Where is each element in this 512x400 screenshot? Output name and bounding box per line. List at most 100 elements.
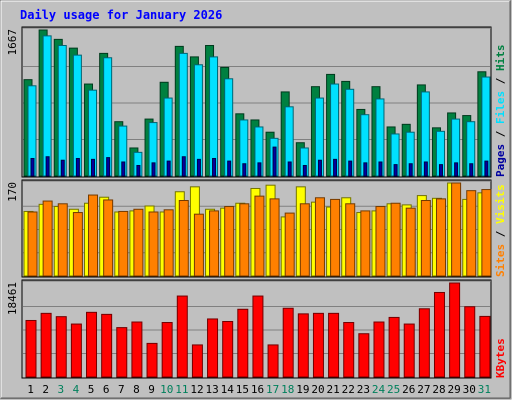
bar-sites-21 (330, 198, 341, 277)
bar-pages-22 (348, 160, 353, 177)
bar-kbytes-5 (86, 311, 98, 378)
bar-pages-19 (302, 164, 307, 177)
bar-sites-30 (466, 190, 477, 277)
bar-kbytes-19 (297, 313, 309, 378)
x-tick-label: 17 (266, 383, 279, 396)
x-tick-label: 21 (327, 383, 340, 396)
bar-kbytes-21 (328, 312, 340, 378)
bar-pages-5 (91, 158, 96, 177)
x-tick-label: 6 (103, 383, 110, 396)
chart-title: Daily usage for January 2026 (20, 8, 222, 22)
bar-sites-22 (345, 203, 356, 277)
bar-pages-4 (75, 157, 80, 177)
bar-sites-5 (88, 194, 99, 277)
bar-sites-1 (27, 211, 38, 277)
legend-kbytes: KBytes (494, 338, 507, 378)
bar-pages-11 (181, 156, 186, 177)
bar-kbytes-23 (358, 333, 370, 378)
x-tick-label: 23 (357, 383, 370, 396)
x-tick-label: 26 (402, 383, 415, 396)
bar-sites-31 (481, 189, 492, 277)
bar-sites-28 (435, 198, 446, 277)
bar-sites-13 (209, 210, 220, 277)
bar-kbytes-24 (373, 321, 385, 378)
bar-sites-18 (284, 212, 295, 277)
x-tick-label: 27 (417, 383, 430, 396)
x-tick-label: 13 (205, 383, 218, 396)
legend-separator: / (494, 224, 507, 244)
x-tick-label: 28 (432, 383, 445, 396)
legend: Pages / Files / Hits (494, 45, 507, 178)
x-tick-label: 20 (311, 383, 324, 396)
x-tick-label: 3 (58, 383, 65, 396)
bar-pages-9 (151, 162, 156, 177)
bar-pages-13 (212, 157, 217, 177)
bar-pages-15 (242, 163, 247, 177)
bar-files-3 (57, 45, 67, 177)
bar-pages-8 (136, 164, 141, 177)
bar-files-2 (42, 35, 52, 177)
bar-pages-7 (121, 161, 126, 177)
bar-kbytes-20 (312, 312, 324, 378)
bar-pages-26 (408, 163, 413, 177)
bar-kbytes-29 (449, 282, 461, 378)
bar-kbytes-11 (176, 295, 188, 378)
y-max-label: 170 (6, 182, 19, 202)
bar-sites-10 (163, 209, 174, 277)
legend-sites: Sites (494, 244, 507, 277)
legend-pages: Pages (494, 144, 507, 177)
panel-hits-files-pages: 1667 Pages / Files / Hits (6, 26, 507, 178)
bar-pages-31 (484, 160, 489, 177)
chart-panels: 1667 Pages / Files / Hits 170 Sites / Visit… (6, 26, 507, 379)
bar-kbytes-14 (222, 320, 234, 378)
bar-pages-14 (227, 160, 232, 177)
bar-kbytes-7 (116, 327, 128, 378)
x-tick-label: 12 (190, 383, 203, 396)
legend-files: Files (494, 91, 507, 124)
x-tick-label: 15 (236, 383, 249, 396)
bar-pages-3 (60, 159, 65, 177)
x-tick-label: 24 (372, 383, 386, 396)
bar-kbytes-4 (70, 323, 82, 378)
bar-sites-3 (57, 203, 68, 277)
bar-pages-12 (196, 158, 201, 177)
x-tick-label: 14 (221, 383, 235, 396)
x-tick-label: 30 (463, 383, 476, 396)
bar-pages-25 (393, 164, 398, 177)
bar-kbytes-17 (267, 344, 279, 378)
x-tick-label: 1 (27, 383, 34, 396)
x-tick-label: 4 (73, 383, 80, 396)
bar-sites-26 (405, 207, 416, 277)
bar-pages-24 (378, 161, 383, 177)
x-tick-label: 9 (148, 383, 155, 396)
bar-sites-14 (224, 206, 235, 277)
x-tick-label: 25 (387, 383, 400, 396)
bar-kbytes-3 (55, 316, 67, 378)
bar-sites-24 (375, 206, 386, 277)
bar-sites-23 (360, 210, 371, 277)
bar-kbytes-6 (101, 313, 113, 378)
x-tick-label: 5 (88, 383, 95, 396)
bar-sites-20 (314, 197, 325, 277)
bar-sites-6 (103, 199, 114, 277)
bar-kbytes-16 (252, 295, 264, 378)
bar-pages-18 (287, 161, 292, 177)
bar-kbytes-12 (191, 344, 203, 378)
bar-pages-27 (423, 161, 428, 177)
bar-sites-2 (42, 200, 53, 277)
bar-kbytes-9 (146, 342, 158, 378)
bar-kbytes-1 (25, 319, 37, 378)
bar-pages-30 (469, 163, 474, 177)
legend-visits: Visits (494, 184, 507, 224)
legend-hits: Hits (494, 45, 507, 72)
legend: KBytes (494, 338, 507, 378)
bar-pages-6 (106, 157, 111, 177)
bar-sites-29 (451, 182, 462, 277)
bar-kbytes-26 (403, 323, 415, 378)
bar-sites-11 (178, 200, 189, 277)
x-tick-label: 16 (251, 383, 264, 396)
bar-pages-17 (272, 146, 277, 177)
x-tick-label: 10 (160, 383, 173, 396)
bar-pages-1 (30, 157, 35, 177)
bar-kbytes-13 (207, 318, 219, 378)
